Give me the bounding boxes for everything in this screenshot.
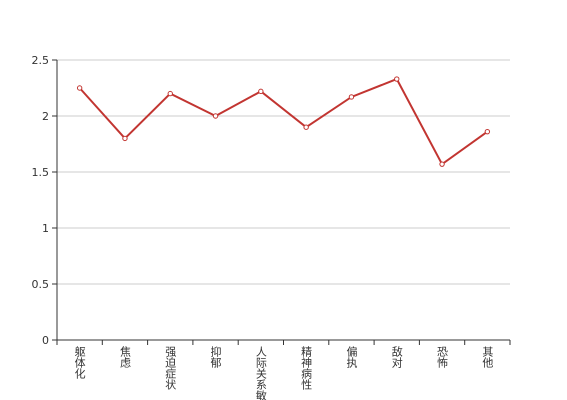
- point: [303, 124, 309, 130]
- point: [439, 161, 445, 167]
- x-tick-label: 抑郁: [209, 345, 222, 368]
- y-tick-label: 0.5: [32, 278, 50, 291]
- x-tick-label: 偏执: [345, 345, 358, 369]
- x-tick-label: 躯体化: [73, 346, 86, 380]
- point: [76, 85, 83, 91]
- point: [348, 94, 355, 100]
- point: [167, 90, 173, 97]
- point: [212, 113, 219, 119]
- y-tick-label: 0: [42, 334, 49, 347]
- x-tick-label: 强迫症状: [164, 346, 177, 390]
- point: [484, 128, 491, 135]
- x-tick-label: 精神病性: [300, 346, 313, 391]
- point: [258, 88, 264, 95]
- x-tick-label: 其他: [481, 346, 494, 368]
- point: [394, 76, 400, 82]
- y-tick-label: 2.5: [32, 54, 50, 67]
- line: [78, 77, 488, 166]
- x-tick-label: 人际关系敏感: [254, 346, 267, 400]
- point: [122, 135, 128, 142]
- x-tick-label: 敌对: [390, 345, 403, 368]
- x-tick-label: 恐怖: [436, 346, 449, 368]
- y-tick-label: 1: [42, 222, 49, 235]
- x-tick-label: 焦虑: [118, 346, 131, 368]
- y-tick-label: 1.5: [32, 166, 50, 179]
- y-tick-label: 2: [42, 110, 49, 123]
